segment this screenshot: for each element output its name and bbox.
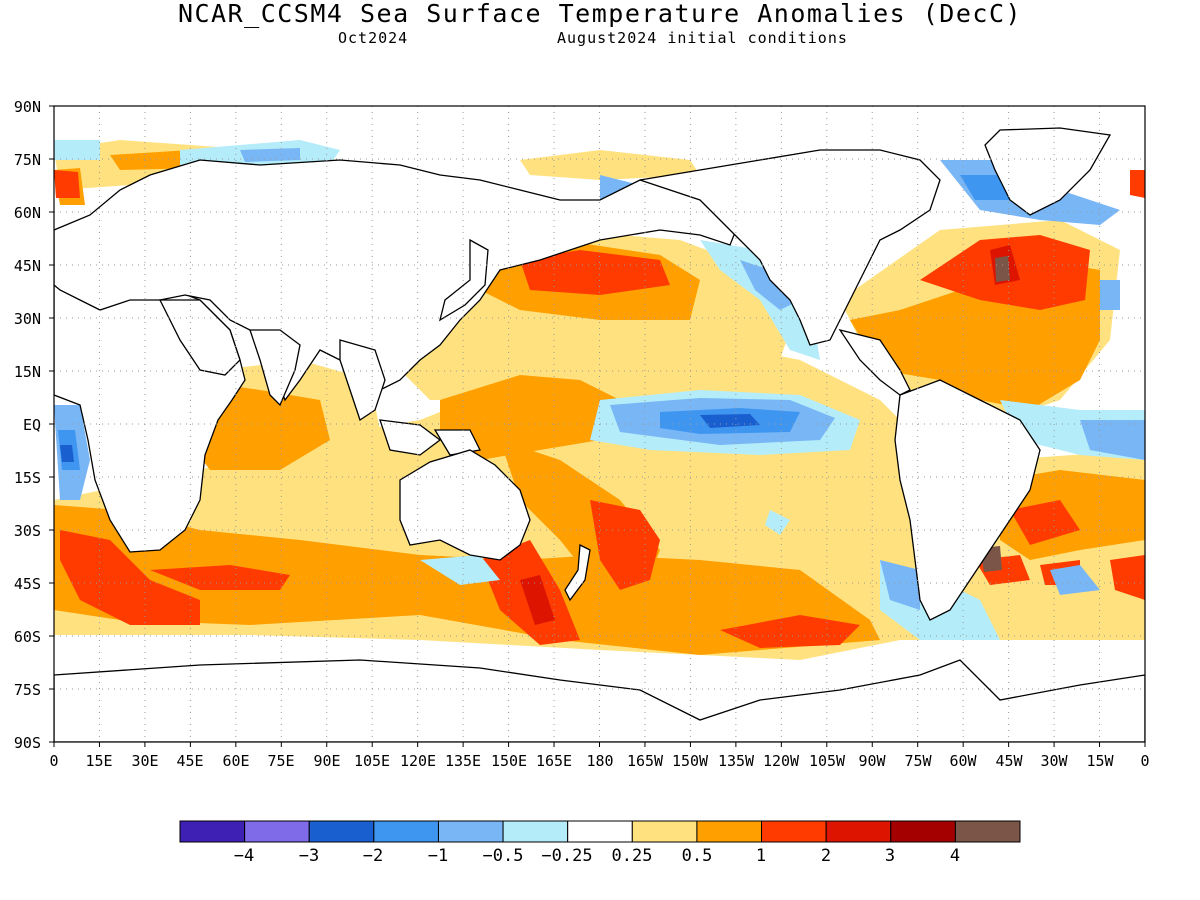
- lon-label: 150E: [491, 752, 527, 770]
- lon-label: 15W: [1086, 752, 1114, 770]
- lat-label: 30N: [14, 310, 41, 328]
- legend-swatch: [244, 820, 310, 843]
- longitude-axis: 0 15E 30E 45E 60E 75E 90E 105E 120E 135E…: [49, 752, 1149, 770]
- legend-label: −3: [299, 846, 319, 866]
- lon-label: 90W: [858, 752, 886, 770]
- lon-label: 0: [49, 752, 58, 770]
- lon-label: 60E: [222, 752, 249, 770]
- legend-swatch: [954, 820, 1021, 843]
- legend-swatch: [696, 820, 763, 843]
- lat-label: 45S: [14, 575, 41, 593]
- lon-label: 135W: [718, 752, 755, 770]
- legend-label: 2: [821, 846, 831, 866]
- lat-label: 60S: [14, 628, 41, 646]
- lat-label: 45N: [14, 257, 41, 275]
- legend-swatch: [179, 820, 246, 843]
- legend-swatch: [502, 820, 569, 843]
- map-title: NCAR_CCSM4 Sea Surface Temperature Anoma…: [177, 0, 1023, 28]
- lon-label: 60W: [949, 752, 977, 770]
- legend-swatch: [437, 820, 504, 843]
- lon-label: 45E: [176, 752, 203, 770]
- lat-label: 15N: [14, 363, 41, 381]
- legend-label: −0.25: [541, 846, 592, 866]
- map-grid: [54, 106, 1145, 742]
- legend-label: 0.5: [682, 846, 713, 866]
- lon-label: 75E: [267, 752, 294, 770]
- lon-label: 0: [1140, 752, 1149, 770]
- lat-label: 75S: [14, 681, 41, 699]
- lon-label: 45W: [995, 752, 1023, 770]
- lat-label: 15S: [14, 469, 41, 487]
- lon-label: 180: [586, 752, 613, 770]
- legend-swatch: [890, 820, 956, 843]
- legend-swatch: [567, 820, 633, 843]
- lon-label: 105W: [809, 752, 846, 770]
- color-legend: [179, 820, 1021, 843]
- lon-label: 90E: [313, 752, 340, 770]
- axis-ticks: [49, 105, 1146, 747]
- lon-label: 165W: [627, 752, 664, 770]
- initial-conditions-label: August2024 initial conditions: [557, 29, 848, 47]
- legend-label: 0.25: [612, 846, 653, 866]
- legend-swatch: [761, 820, 827, 843]
- legend-labels: −4 −3 −2 −1 −0.5 −0.25 0.25 0.5 1 2 3 4: [234, 846, 960, 866]
- lat-label: 75N: [14, 151, 41, 169]
- lon-label: 30W: [1040, 752, 1068, 770]
- legend-label: −0.5: [483, 846, 524, 866]
- anomaly-field: [54, 140, 1145, 660]
- lon-label: 75W: [904, 752, 932, 770]
- lat-label: EQ: [23, 416, 41, 434]
- lon-label: 120W: [763, 752, 800, 770]
- lon-label: 165E: [536, 752, 572, 770]
- lon-label: 150W: [672, 752, 709, 770]
- latitude-axis: 90N 75N 60N 45N 30N 15N EQ 15S 30S 45S 6…: [14, 98, 41, 752]
- lon-label: 15E: [85, 752, 112, 770]
- legend-swatch: [373, 820, 439, 843]
- legend-label: 3: [885, 846, 895, 866]
- legend-label: −1: [428, 846, 448, 866]
- legend-swatch: [631, 820, 698, 843]
- lat-label: 90N: [14, 98, 41, 116]
- legend-label: 1: [756, 846, 766, 866]
- lat-label: 60N: [14, 204, 41, 222]
- legend-swatch: [308, 820, 375, 843]
- legend-swatch: [825, 820, 892, 843]
- lon-label: 30E: [131, 752, 158, 770]
- legend-label: −2: [363, 846, 383, 866]
- valid-month-label: Oct2024: [338, 29, 409, 47]
- lon-label: 135E: [445, 752, 481, 770]
- legend-label: 4: [950, 846, 960, 866]
- legend-label: −4: [234, 846, 254, 866]
- lat-label: 30S: [14, 522, 41, 540]
- lon-label: 120E: [400, 752, 436, 770]
- coastlines: [54, 127, 1145, 742]
- lat-label: 90S: [14, 734, 41, 752]
- lon-label: 105E: [354, 752, 390, 770]
